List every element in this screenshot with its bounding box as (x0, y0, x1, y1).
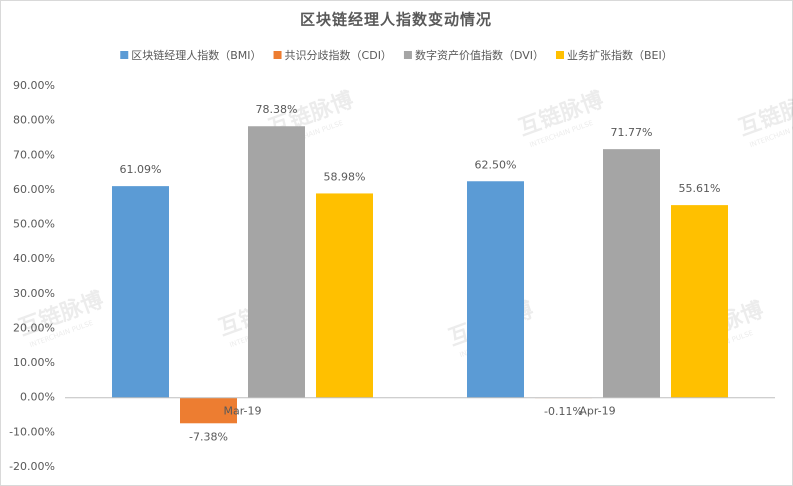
y-tick-label: 40.00% (13, 252, 55, 265)
y-tick-label: 50.00% (13, 218, 55, 231)
legend-swatch (120, 51, 129, 59)
data-label: 71.77% (611, 126, 653, 139)
data-label: 61.09% (120, 163, 162, 176)
legend-label: 数字资产价值指数（DVI） (415, 48, 544, 62)
bar (248, 126, 305, 398)
bar (316, 193, 373, 398)
legend: 区块链经理人指数（BMI） 共识分歧指数（CDI） 数字资产价值指数（DVI） 业务扩… (120, 48, 673, 62)
y-tick-label: -10.00% (9, 425, 55, 438)
legend-label: 共识分歧指数（CDI） (285, 48, 392, 62)
data-label: 62.50% (475, 158, 517, 171)
y-tick-label: 0.00% (20, 391, 55, 404)
bar (112, 186, 169, 398)
data-label: -7.38% (189, 430, 228, 443)
legend-swatch (555, 51, 564, 59)
legend-swatch (403, 51, 412, 59)
data-label: 55.61% (679, 182, 721, 195)
y-tick-label: 60.00% (13, 183, 55, 196)
legend-swatch (273, 51, 282, 59)
y-tick-label: -20.00% (9, 460, 55, 473)
legend-label: 区块链经理人指数（BMI） (131, 48, 261, 62)
x-tick-label: Apr-19 (579, 405, 615, 418)
legend-label: 业务扩张指数（BEI） (567, 48, 673, 62)
bar (180, 397, 237, 424)
data-label: 58.98% (324, 170, 366, 183)
y-tick-label: 30.00% (13, 287, 55, 300)
y-tick-label: 10.00% (13, 356, 55, 369)
y-tick-label: 90.00% (13, 79, 55, 92)
bar (603, 149, 660, 398)
y-tick-label: 20.00% (13, 321, 55, 334)
y-tick-label: 70.00% (13, 148, 55, 161)
y-tick-label: 80.00% (13, 114, 55, 127)
data-label: 78.38% (256, 103, 298, 116)
data-label: -0.11% (544, 405, 583, 418)
bar (671, 205, 728, 398)
chart-title: 区块链经理人指数变动情况 (300, 11, 492, 29)
bar (467, 181, 524, 398)
x-tick-label: Mar-19 (223, 405, 261, 418)
